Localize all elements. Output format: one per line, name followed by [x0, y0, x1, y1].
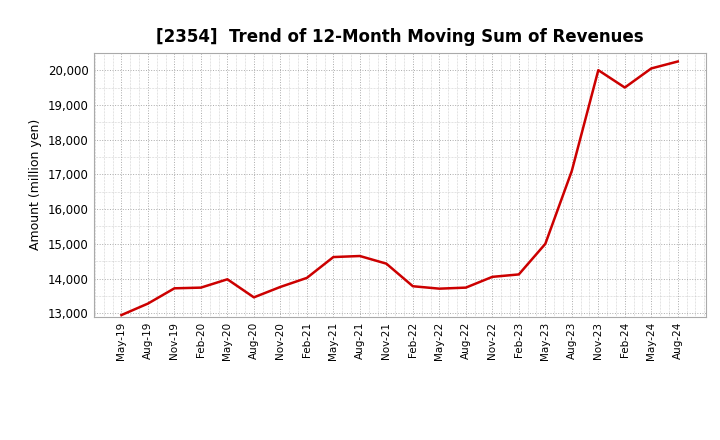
- Title: [2354]  Trend of 12-Month Moving Sum of Revenues: [2354] Trend of 12-Month Moving Sum of R…: [156, 28, 644, 46]
- Y-axis label: Amount (million yen): Amount (million yen): [30, 119, 42, 250]
